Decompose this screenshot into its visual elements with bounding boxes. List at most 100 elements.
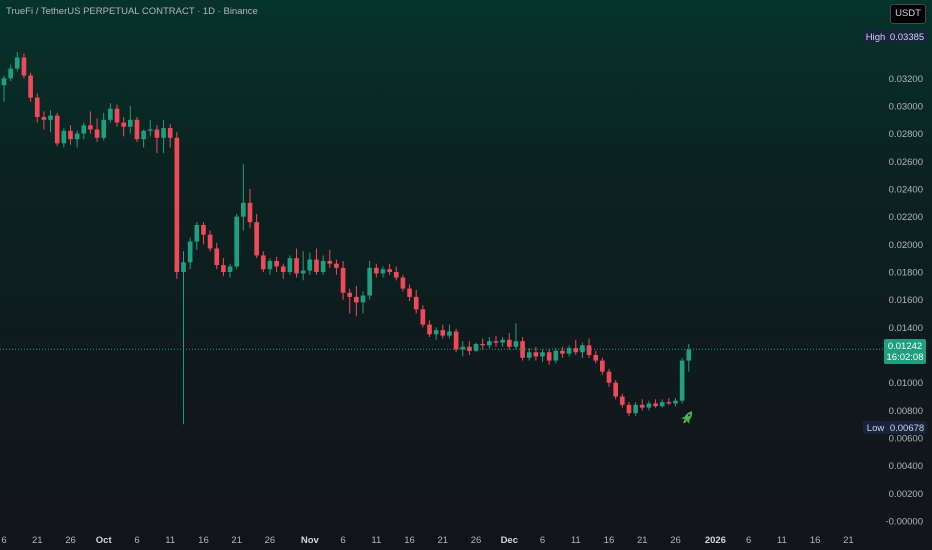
candle bbox=[506, 332, 512, 350]
chart-title: TrueFi / TetherUS PERPETUAL CONTRACT · 1… bbox=[6, 6, 258, 17]
candle bbox=[427, 320, 432, 338]
candle-body bbox=[467, 346, 472, 351]
candle bbox=[127, 105, 133, 134]
candle-body bbox=[254, 222, 259, 256]
candle-body bbox=[659, 402, 665, 407]
candle-body bbox=[187, 241, 193, 263]
candle bbox=[606, 368, 612, 387]
candle-body bbox=[81, 125, 87, 134]
candle-body bbox=[460, 346, 466, 350]
candle-body bbox=[407, 288, 412, 297]
candle-body bbox=[247, 202, 253, 223]
candle-body bbox=[260, 255, 266, 270]
candle-body bbox=[61, 130, 67, 144]
candle bbox=[214, 242, 220, 270]
rocket-icon[interactable] bbox=[679, 408, 696, 426]
candle-body bbox=[673, 400, 678, 404]
candle bbox=[14, 51, 20, 72]
candle bbox=[354, 285, 359, 317]
candle bbox=[48, 110, 53, 133]
candle bbox=[633, 402, 638, 416]
candle bbox=[61, 128, 67, 148]
candle-body bbox=[433, 330, 439, 335]
y-axis[interactable]: 0.03200 0.03000 0.02800 0.02600 0.02400 0.022… bbox=[885, 74, 923, 528]
candle bbox=[626, 402, 632, 416]
candle bbox=[68, 125, 73, 145]
x-tick-label: 11 bbox=[777, 535, 787, 546]
candle bbox=[101, 112, 107, 141]
candle-body bbox=[207, 234, 213, 249]
x-tick-label: 11 bbox=[571, 535, 581, 546]
candle-body bbox=[181, 262, 186, 273]
x-tick-label: 6 bbox=[340, 535, 345, 546]
candle bbox=[88, 111, 93, 134]
y-tick-label: 0.02800 bbox=[889, 129, 923, 140]
candle-body bbox=[453, 331, 459, 350]
candle-body bbox=[533, 352, 539, 357]
candle bbox=[121, 117, 126, 137]
candle bbox=[619, 393, 625, 408]
candle bbox=[393, 266, 399, 281]
candle-body bbox=[633, 404, 638, 414]
candle-body bbox=[340, 267, 346, 293]
y-tick-label: 0.02600 bbox=[889, 157, 923, 168]
countdown-timer: 16:02:08 bbox=[887, 352, 924, 363]
candle-body bbox=[127, 119, 133, 127]
candle bbox=[108, 103, 113, 123]
candle-body bbox=[327, 260, 333, 264]
candle-body bbox=[280, 266, 286, 273]
candle bbox=[94, 118, 100, 142]
candle bbox=[320, 255, 326, 275]
y-tick-label: 0.02000 bbox=[889, 240, 923, 251]
candle-body bbox=[161, 128, 166, 138]
candle bbox=[241, 164, 246, 231]
currency-button[interactable]: USDT bbox=[890, 4, 926, 24]
candle bbox=[307, 252, 313, 275]
candle bbox=[487, 337, 492, 349]
candle-body bbox=[646, 403, 652, 408]
candle bbox=[447, 324, 452, 339]
candles-layer bbox=[1, 51, 692, 425]
x-axis[interactable]: 6 21 26 Oct 6 11 16 21 26 Nov 6 11 16 21 26 Dec 6 11 16 21 2… bbox=[1, 535, 853, 546]
candle-body bbox=[493, 341, 499, 343]
candle-body bbox=[679, 360, 685, 401]
candle-body bbox=[54, 115, 60, 144]
candle bbox=[580, 342, 585, 358]
candle-body bbox=[347, 292, 353, 297]
candle bbox=[673, 397, 678, 407]
candle bbox=[274, 256, 279, 273]
candle-body bbox=[41, 117, 47, 120]
candle-body bbox=[393, 272, 399, 278]
candle-body bbox=[174, 137, 180, 273]
y-tick-label: -0.00000 bbox=[885, 517, 923, 528]
candle-body bbox=[500, 339, 505, 343]
candle-body bbox=[619, 396, 625, 405]
y-tick-label: 0.00200 bbox=[889, 489, 923, 500]
x-tick-label: 26 bbox=[471, 535, 482, 546]
candle bbox=[546, 349, 552, 365]
candle bbox=[400, 274, 406, 292]
candle-body bbox=[400, 277, 406, 289]
candle-body bbox=[154, 129, 160, 138]
candle bbox=[174, 132, 180, 279]
candle-body bbox=[194, 224, 200, 242]
candle bbox=[433, 327, 439, 340]
candle bbox=[287, 255, 293, 275]
candle bbox=[21, 53, 27, 79]
candle-body bbox=[600, 360, 605, 372]
high-marker: High 0.03385 bbox=[863, 30, 926, 43]
candle bbox=[314, 248, 319, 275]
candle-body bbox=[307, 259, 313, 271]
candle-body bbox=[141, 130, 146, 140]
candle-body bbox=[147, 129, 153, 131]
candle-body bbox=[367, 267, 372, 296]
candle-body bbox=[274, 260, 279, 267]
candle bbox=[380, 266, 386, 278]
candle bbox=[367, 260, 372, 300]
x-tick-label: 16 bbox=[604, 535, 615, 546]
candle bbox=[387, 263, 392, 275]
x-tick-label: 11 bbox=[371, 535, 381, 546]
y-tick-label: 0.03200 bbox=[889, 74, 923, 85]
candle bbox=[440, 324, 446, 339]
